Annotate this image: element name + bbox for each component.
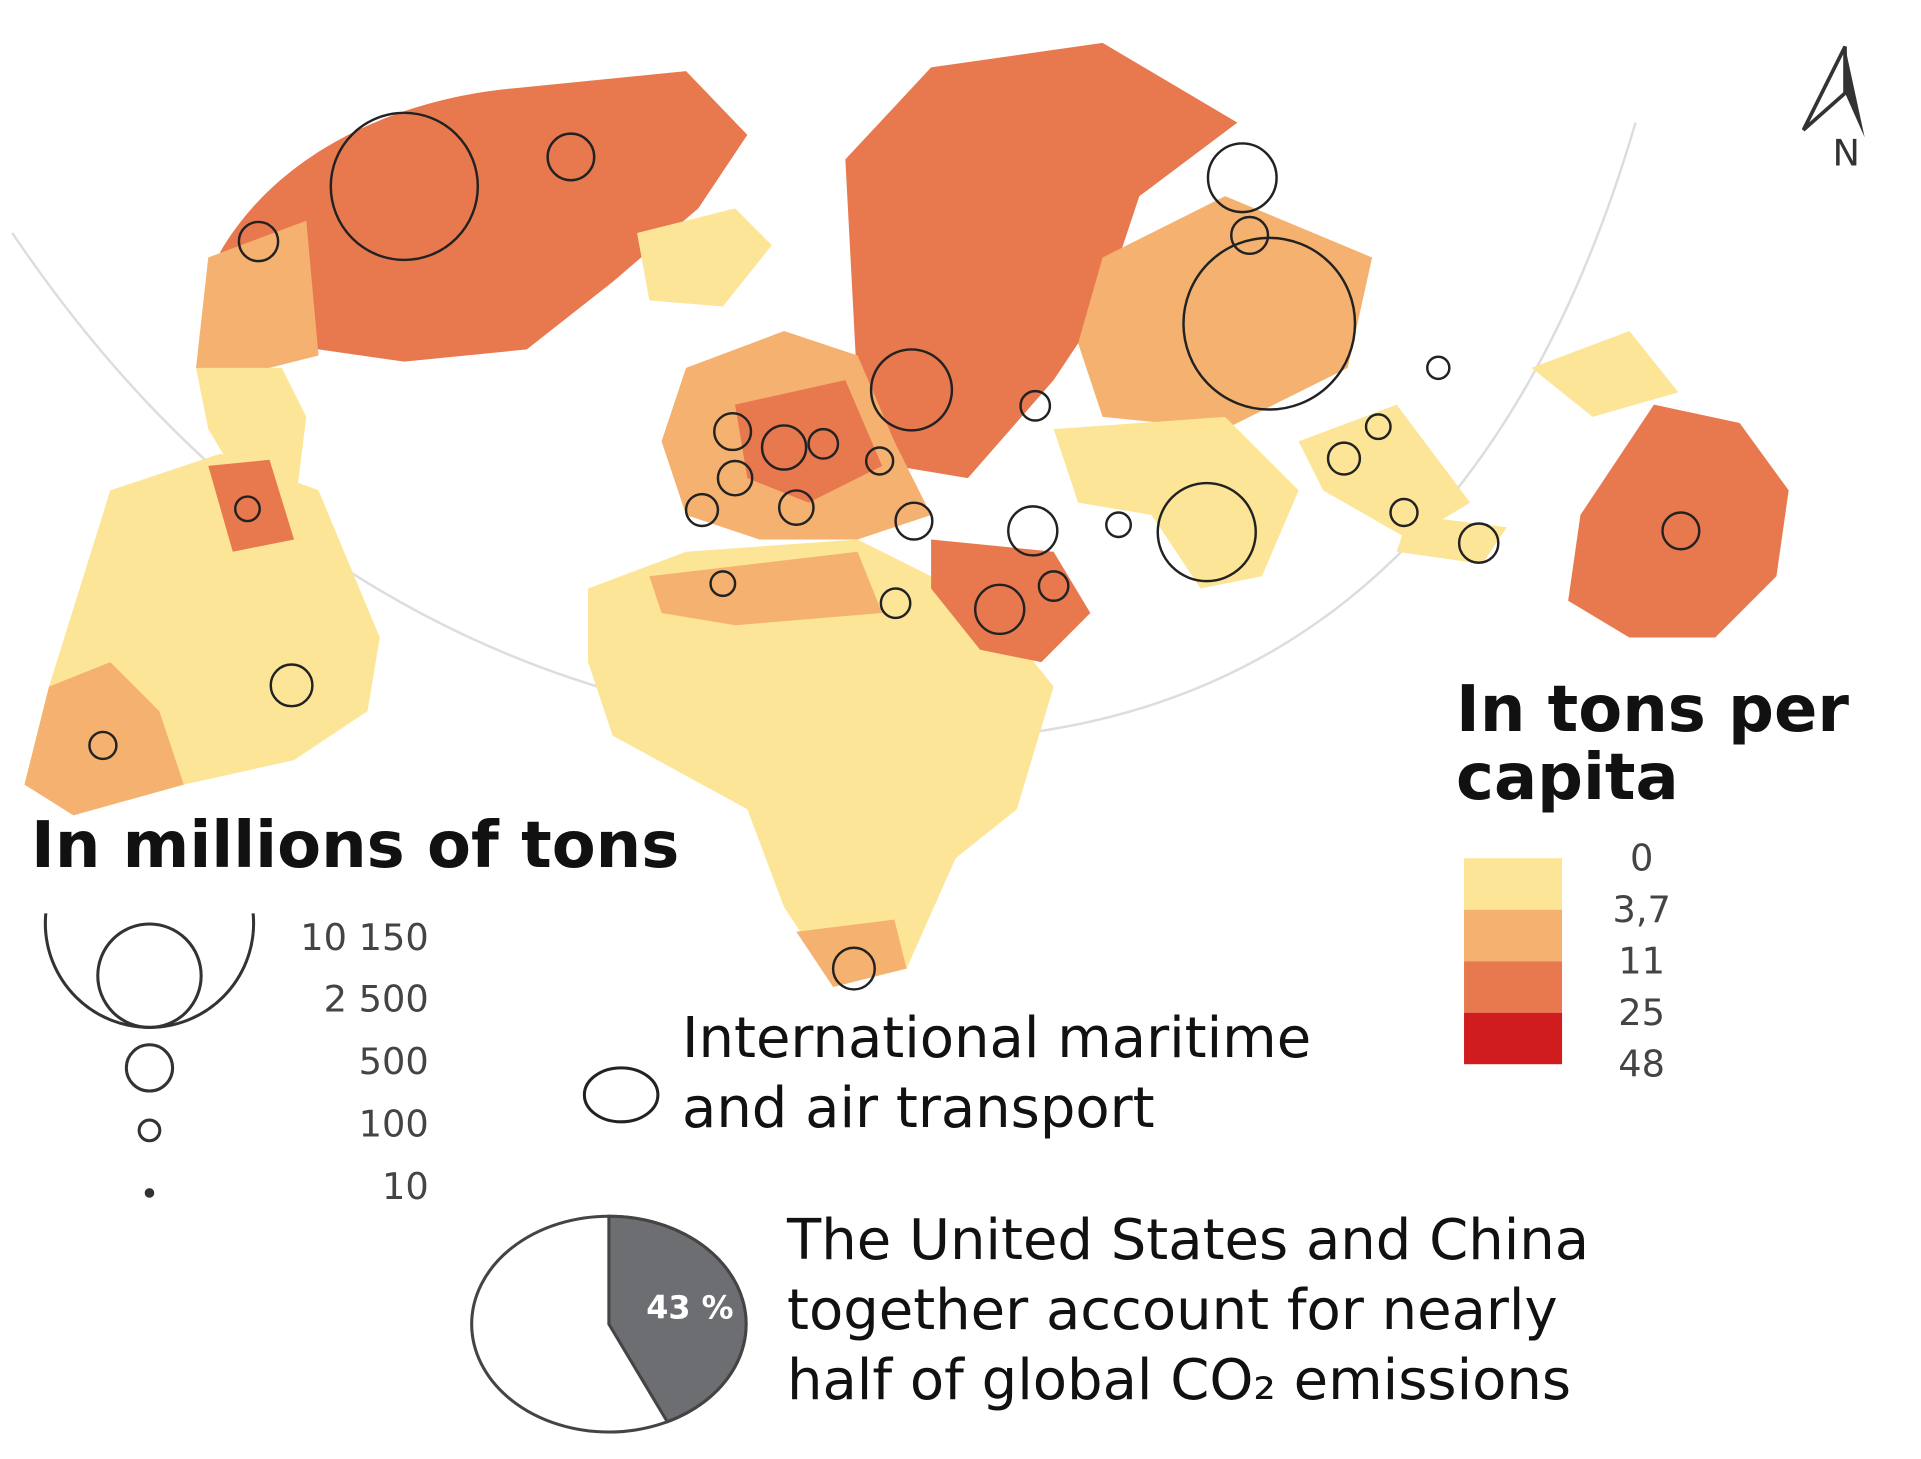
size-label: 500 xyxy=(359,1040,429,1083)
transport-label: International maritime and air transport xyxy=(682,1006,1312,1141)
pie-chart: 43 % xyxy=(470,1214,748,1434)
transport-symbol xyxy=(582,1066,660,1124)
size-label: 2 500 xyxy=(324,977,429,1020)
break-label: 0 xyxy=(1630,836,1653,879)
break-label: 25 xyxy=(1618,991,1665,1034)
compass: N xyxy=(1801,45,1865,175)
size-label: 10 150 xyxy=(300,916,429,959)
color-class xyxy=(1464,858,1563,910)
color-legend: 0 3,7 11 25 48 xyxy=(1464,836,1671,1085)
color-class xyxy=(1464,961,1563,1013)
note: The United States and China together acc… xyxy=(787,1208,1590,1413)
break-label: 48 xyxy=(1618,1042,1665,1085)
break-label: 11 xyxy=(1618,939,1665,982)
size-circle xyxy=(124,1043,175,1093)
size-circle xyxy=(137,1118,162,1143)
color-class xyxy=(1464,909,1563,962)
basemap xyxy=(11,42,1789,987)
color-class xyxy=(1464,1012,1563,1065)
map-bubbles xyxy=(88,111,1701,991)
size-label: 10 xyxy=(382,1165,429,1208)
size-legend: 10 150 2 500 500 100 10 xyxy=(43,913,429,1208)
size-circle xyxy=(144,1188,155,1198)
break-label: 3,7 xyxy=(1612,888,1670,931)
size-legend-title: In millions of tons xyxy=(31,809,680,883)
pie-slice xyxy=(607,1214,748,1424)
compass-label: N xyxy=(1833,132,1860,175)
pie-label: 43 % xyxy=(646,1289,733,1327)
size-circle xyxy=(96,922,203,1029)
size-label: 100 xyxy=(359,1103,429,1146)
color-legend-title: In tons per capita xyxy=(1456,673,1849,815)
